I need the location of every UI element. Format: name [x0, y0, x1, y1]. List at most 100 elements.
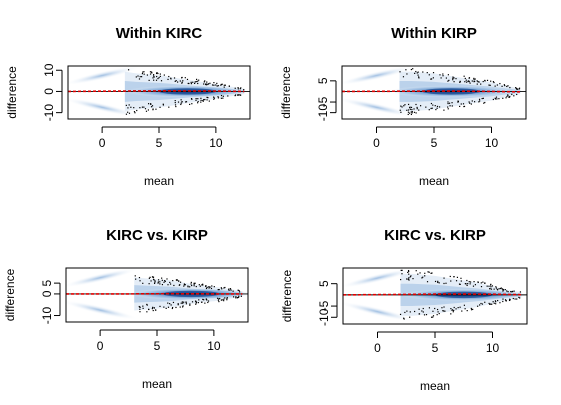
density-lower-wing — [66, 300, 139, 320]
outlier-point — [133, 107, 135, 109]
outlier-point — [207, 83, 209, 85]
outlier-point — [464, 77, 466, 80]
outlier-point — [207, 97, 209, 99]
outlier-point — [175, 80, 177, 82]
outlier-point — [150, 106, 153, 108]
outlier-point — [157, 77, 159, 80]
outlier-point — [238, 289, 240, 292]
outlier-point — [422, 307, 424, 310]
outlier-point — [473, 81, 475, 83]
outlier-point — [169, 303, 171, 305]
y-tick-label: -10 — [316, 104, 330, 122]
outlier-point — [154, 280, 156, 282]
outlier-point — [473, 281, 475, 283]
outlier-point — [508, 96, 510, 98]
outlier-point — [410, 111, 412, 113]
outlier-point — [191, 98, 193, 100]
outlier-point — [509, 299, 511, 301]
outlier-point — [211, 84, 214, 86]
outlier-point — [459, 306, 461, 308]
y-tick-label: -5 — [316, 96, 330, 107]
outlier-point — [172, 301, 175, 304]
panel-3: 0 5 10 -10 0 5 KIRC vs. KIRP mean difference — [3, 227, 249, 391]
outlier-point — [164, 280, 166, 282]
outlier-point — [519, 297, 521, 299]
outlier-point — [508, 96, 511, 98]
outlier-point — [170, 304, 172, 306]
outlier-point — [201, 284, 203, 286]
outlier-point — [502, 97, 504, 99]
outlier-point — [428, 271, 430, 273]
outlier-point — [403, 317, 405, 319]
outlier-point — [506, 95, 508, 98]
outlier-point — [183, 284, 186, 286]
outlier-point — [467, 80, 469, 82]
outlier-point — [515, 87, 517, 90]
outlier-point — [480, 83, 482, 85]
outlier-point — [484, 80, 486, 82]
outlier-point — [401, 269, 403, 271]
outlier-point — [432, 72, 435, 74]
outlier-point — [506, 290, 508, 292]
outlier-point — [403, 105, 405, 107]
outlier-point — [213, 98, 215, 100]
outlier-point — [425, 106, 427, 108]
outlier-point — [181, 101, 183, 103]
outlier-point — [143, 71, 145, 73]
outlier-point — [518, 88, 520, 90]
outlier-point — [162, 104, 165, 106]
outlier-point — [464, 81, 466, 83]
outlier-point — [137, 75, 139, 77]
outlier-point — [195, 303, 197, 305]
outlier-point — [190, 98, 193, 100]
outlier-point — [171, 307, 173, 310]
outlier-point — [399, 313, 402, 316]
outlier-point — [518, 87, 521, 89]
outlier-point — [177, 303, 179, 305]
outlier-point — [194, 82, 196, 85]
y-axis-label: difference — [5, 66, 19, 119]
outlier-point — [234, 87, 236, 89]
outlier-point — [223, 287, 225, 289]
outlier-point — [217, 299, 219, 301]
outlier-point — [468, 281, 470, 283]
outlier-point — [481, 97, 483, 100]
outlier-point — [191, 284, 193, 287]
outlier-point — [243, 89, 245, 91]
y-tick-label: 0 — [40, 290, 54, 297]
outlier-point — [432, 77, 434, 79]
outlier-point — [468, 101, 470, 103]
outlier-point — [203, 81, 205, 83]
outlier-point — [399, 109, 401, 111]
outlier-point — [445, 282, 447, 284]
outlier-point — [173, 77, 176, 79]
y-tick-label: -10 — [42, 104, 56, 122]
outlier-point — [183, 283, 186, 285]
outlier-point — [455, 78, 457, 80]
outlier-point — [408, 279, 410, 281]
plot-frame — [65, 267, 249, 323]
outlier-point — [216, 82, 218, 84]
outlier-point — [151, 105, 154, 107]
outlier-point — [410, 275, 412, 277]
outlier-point — [504, 299, 507, 301]
outlier-point — [468, 81, 470, 83]
outlier-point — [455, 280, 458, 282]
outlier-point — [207, 300, 210, 302]
outlier-point — [205, 83, 207, 86]
outlier-point — [422, 276, 424, 278]
outlier-point — [450, 308, 452, 310]
outlier-point — [166, 278, 168, 280]
outlier-point — [221, 299, 223, 301]
outlier-point — [176, 279, 178, 282]
outlier-point — [448, 79, 450, 81]
outlier-point — [456, 276, 459, 278]
outlier-point — [400, 105, 402, 107]
outlier-point — [223, 84, 225, 86]
outlier-point — [488, 302, 490, 305]
outlier-point — [139, 107, 141, 109]
outlier-point — [216, 85, 218, 87]
outlier-point — [152, 306, 154, 308]
outlier-point — [142, 307, 144, 309]
outlier-point — [511, 290, 514, 293]
